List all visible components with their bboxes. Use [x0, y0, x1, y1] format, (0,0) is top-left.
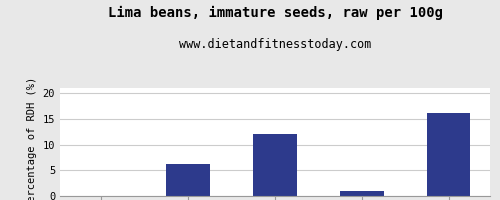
- Bar: [427, 113, 470, 196]
- Text: www.dietandfitnesstoday.com: www.dietandfitnesstoday.com: [179, 38, 371, 51]
- Y-axis label: Percentage of RDH (%): Percentage of RDH (%): [27, 76, 37, 200]
- Text: Lima beans, immature seeds, raw per 100g: Lima beans, immature seeds, raw per 100g: [108, 6, 442, 20]
- Bar: [340, 191, 384, 196]
- Bar: [254, 134, 296, 196]
- Bar: [166, 164, 210, 196]
